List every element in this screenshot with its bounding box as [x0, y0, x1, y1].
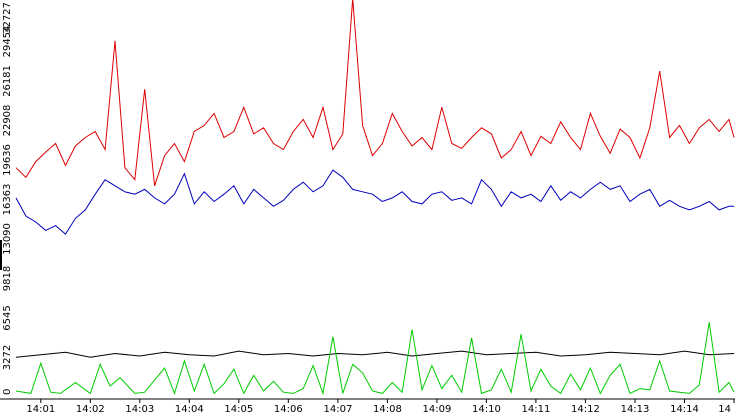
- x-tick-label: 14:04: [175, 404, 204, 415]
- x-tick-label: 14:09: [422, 404, 451, 415]
- x-axis: 14:01 14:02 14:03 14:04 14:05 14:06 14:07 14:08…: [26, 399, 735, 415]
- y-tick-label: 0: [2, 389, 13, 395]
- x-tick-label: 14:02: [76, 404, 105, 415]
- plot-area: [15, 0, 735, 396]
- x-tick-label: 14:05: [224, 404, 253, 415]
- y-tick-label: 13090: [2, 223, 13, 255]
- y-tick-label: 9818: [2, 266, 13, 291]
- y-tick-label: 22908: [2, 105, 13, 137]
- y-tick-label: 6545: [2, 305, 13, 330]
- x-tick-label: 14:14: [670, 404, 699, 415]
- series-line-4: [15, 322, 735, 396]
- y-tick-label: 32727: [2, 2, 13, 34]
- series-line-1: [15, 0, 735, 186]
- x-tick-label: 14:03: [125, 404, 154, 415]
- x-tick-label: 14:06: [274, 404, 303, 415]
- y-axis-marker: [0, 240, 2, 270]
- y-tick-label: 16363: [2, 184, 13, 216]
- x-tick-label: 14: [718, 404, 731, 415]
- x-tick-label: 14:07: [323, 404, 352, 415]
- x-tick-label: 14:10: [472, 404, 501, 415]
- x-tick-label: 14:01: [26, 404, 55, 415]
- series-line-2: [15, 169, 734, 235]
- y-axis: 0 3272 6545 9818 13090 16363 19636 22908 26181 29…: [2, 2, 13, 395]
- x-tick-label: 14:11: [521, 404, 550, 415]
- x-tick-label: 14:08: [373, 404, 402, 415]
- y-tick-label: 26181: [2, 65, 13, 97]
- y-tick-label: 3272: [2, 345, 13, 370]
- y-tick-label: 29454: [2, 26, 13, 58]
- series-line-3: [15, 350, 735, 358]
- x-tick-label: 14:13: [621, 404, 650, 415]
- y-tick-label: 19636: [2, 144, 13, 176]
- x-tick-label: 14:12: [571, 404, 600, 415]
